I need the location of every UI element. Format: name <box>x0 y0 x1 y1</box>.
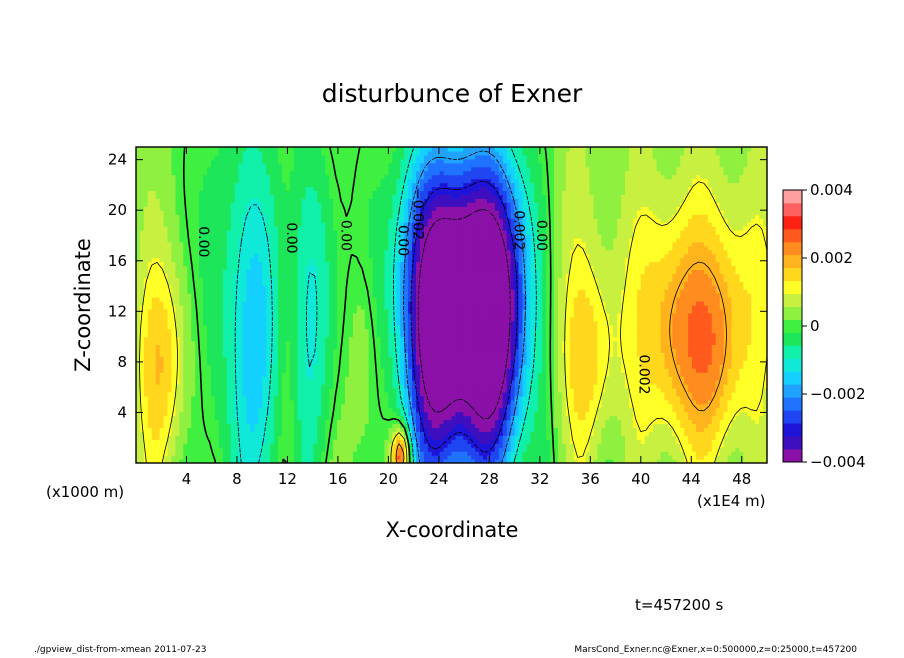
colorbar-segment <box>783 242 802 255</box>
y-axis-label: Z-coordinate <box>71 238 95 372</box>
colorbar-segment <box>783 229 802 242</box>
colorbar-segment <box>783 449 802 462</box>
colorbar-segment <box>783 332 802 345</box>
contour-label: 0.00 <box>195 226 211 257</box>
x-tick-label: 44 <box>682 470 701 488</box>
colorbar-segment <box>783 384 802 397</box>
y-tick-label: 12 <box>108 302 127 320</box>
colorbar-label: 0 <box>810 317 820 335</box>
colorbar-segment <box>783 371 802 384</box>
x-tick-label: 20 <box>379 470 398 488</box>
contour-label: 0.002 <box>510 210 526 250</box>
colorbar-segment <box>783 410 802 423</box>
y-tick-label: 20 <box>108 201 127 219</box>
colorbar-segment <box>783 307 802 320</box>
colorbar-segment <box>783 423 802 436</box>
y-tick-label: 16 <box>108 252 127 270</box>
chart-title: disturbunce of Exner <box>322 79 583 108</box>
x-unit-right: (x1E4 m) <box>697 492 766 510</box>
contour-label: 0.00 <box>394 225 410 256</box>
colorbar-segment <box>783 281 802 294</box>
colorbar: 0.004 0.002 0 −0.002 −0.004 <box>783 181 866 471</box>
colorbar-segment <box>783 358 802 371</box>
y-tick-label: 24 <box>108 151 127 169</box>
contour-label: 0.00 <box>283 222 299 253</box>
colorbar-segment <box>783 268 802 281</box>
colorbar-segment <box>783 294 802 307</box>
colorbar-segment <box>783 320 802 333</box>
x-unit-left: (x1000 m) <box>46 483 124 501</box>
x-tick-label: 32 <box>530 470 549 488</box>
x-tick-label: 40 <box>631 470 650 488</box>
contour-label: 0.00 <box>533 220 549 251</box>
x-tick-label: 4 <box>182 470 192 488</box>
colorbar-segment <box>783 436 802 449</box>
y-tick-label: 8 <box>117 353 127 371</box>
x-tick-label: 36 <box>581 470 600 488</box>
colorbar-label: −0.002 <box>810 385 866 403</box>
contour-label: 0.002 <box>635 354 651 394</box>
colorbar-segment <box>783 203 802 216</box>
footer-left: ./gpview_dist-from-xmean 2011-07-23 <box>34 645 206 654</box>
colorbar-segment <box>783 345 802 358</box>
y-tick-label: 4 <box>117 403 127 421</box>
x-tick-label: 28 <box>480 470 499 488</box>
x-tick-label: 8 <box>232 470 242 488</box>
x-tick-label: 48 <box>732 470 751 488</box>
footer-right: MarsCond_Exner.nc@Exner,x=0:500000,z=0:2… <box>574 645 857 654</box>
colorbar-segment <box>783 255 802 268</box>
x-tick-label: 24 <box>429 470 448 488</box>
x-tick-label: 12 <box>278 470 297 488</box>
colorbar-segment <box>783 397 802 410</box>
colorbar-label: 0.004 <box>810 181 853 199</box>
x-axis-label: X-coordinate <box>386 518 519 542</box>
colorbar-label: −0.004 <box>810 453 866 471</box>
colorbar-segment <box>783 216 802 229</box>
contour-label: 0.00 <box>337 220 353 251</box>
colorbar-label: 0.002 <box>810 249 853 267</box>
contour-label: −0.002 <box>409 188 425 240</box>
time-label: t=457200 s <box>635 596 723 614</box>
colorbar-segment <box>783 190 802 203</box>
x-tick-label: 16 <box>328 470 347 488</box>
